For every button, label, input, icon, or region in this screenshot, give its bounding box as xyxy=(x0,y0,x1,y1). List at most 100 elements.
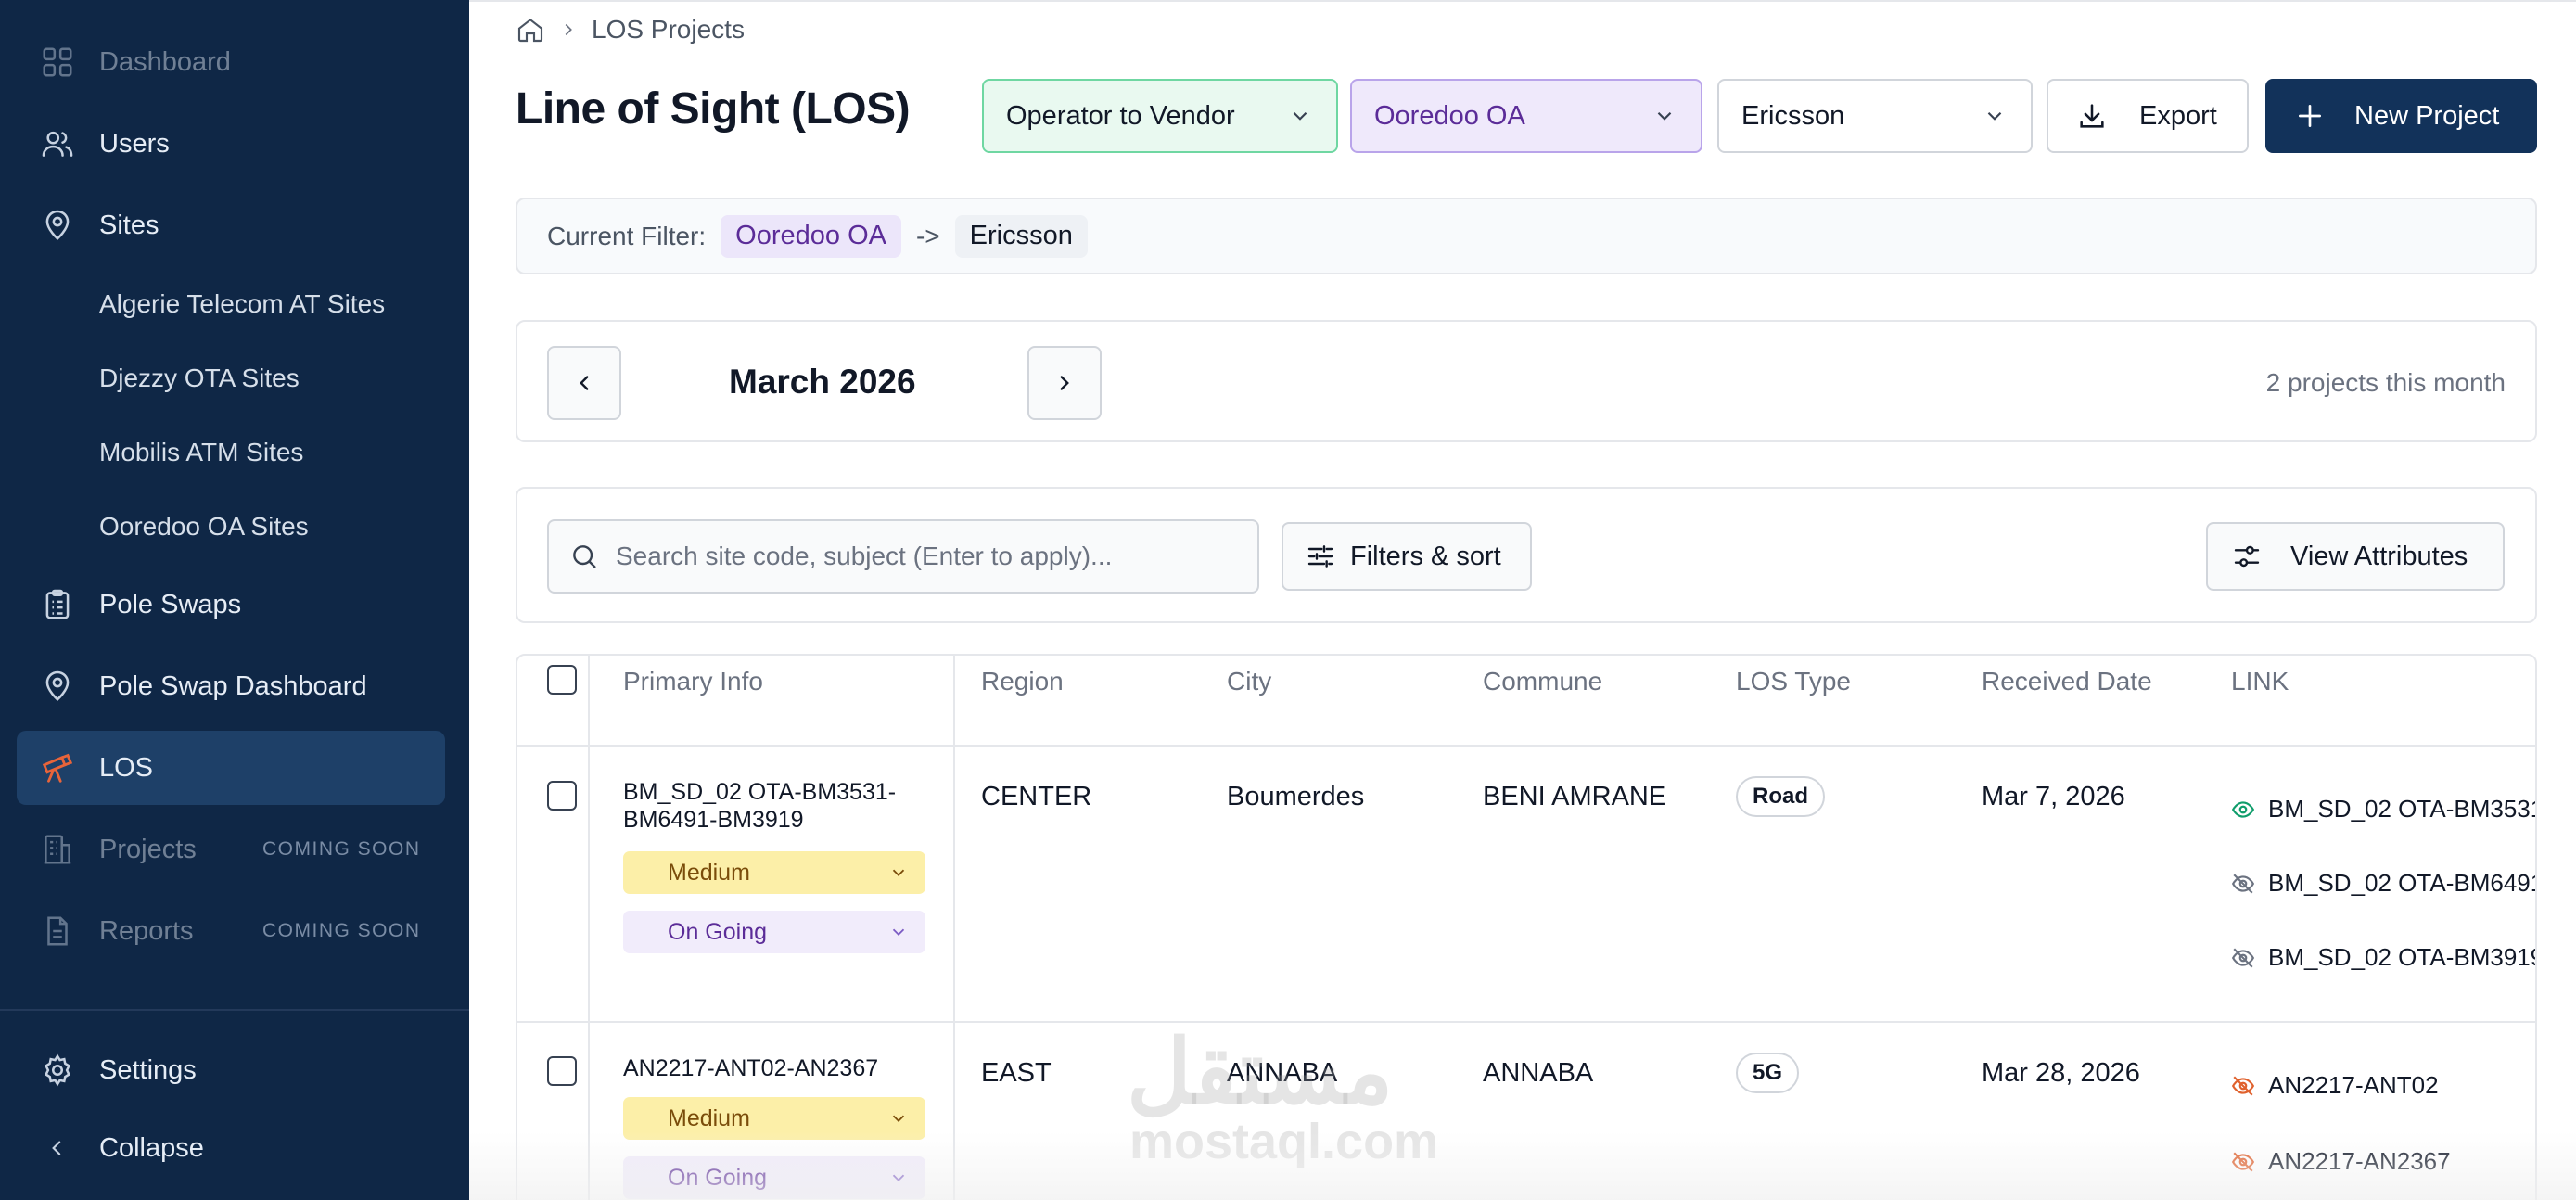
new-project-button[interactable]: New Project xyxy=(2265,79,2537,153)
sidebar-item-projects[interactable]: Projects xyxy=(17,812,445,887)
home-icon[interactable] xyxy=(516,15,545,45)
chevron-down-icon xyxy=(892,1115,905,1123)
sidebar-item-label: Dashboard xyxy=(99,46,231,77)
link-item[interactable]: BM_SD_02 OTA-BM3531 xyxy=(2231,795,2537,823)
chevron-down-icon xyxy=(892,869,905,877)
status-value: On Going xyxy=(668,1164,768,1191)
column-header-received-date[interactable]: Received Date xyxy=(1982,667,2152,696)
priority-value: Medium xyxy=(668,859,750,886)
column-header-city[interactable]: City xyxy=(1227,667,1272,696)
gear-icon xyxy=(39,1052,76,1089)
link-item[interactable]: BM_SD_02 OTA-BM6491 xyxy=(2231,869,2535,898)
previous-month-button[interactable] xyxy=(547,346,621,420)
page-title: Line of Sight (LOS) xyxy=(516,84,911,134)
eye-off-icon xyxy=(2231,1075,2255,1096)
breadcrumb: LOS Projects xyxy=(516,15,745,45)
sidebar-item-settings[interactable]: Settings xyxy=(17,1033,445,1107)
sidebar-item-los[interactable]: LOS xyxy=(17,731,445,805)
vendor-select-value: Ericsson xyxy=(1741,100,1845,131)
priority-select[interactable]: Medium xyxy=(623,1097,925,1140)
commune-cell: ANNABA xyxy=(1483,1058,1594,1088)
search-input[interactable] xyxy=(616,529,1246,584)
link-item[interactable]: BM_SD_02 OTA-BM3919 xyxy=(2231,943,2537,972)
search-box[interactable] xyxy=(547,519,1259,594)
region-cell: CENTER xyxy=(981,782,1092,811)
los-type-badge: Road xyxy=(1736,776,1825,817)
column-header-region[interactable]: Region xyxy=(981,667,1064,696)
chevron-left-icon xyxy=(580,376,589,390)
sidebar-item-label: Projects xyxy=(99,834,197,864)
grid-icon xyxy=(39,44,76,81)
link-text: AN2217-AN2367 xyxy=(2268,1147,2451,1175)
filters-sort-label: Filters & sort xyxy=(1350,541,1501,571)
sidebar-divider xyxy=(0,1009,469,1011)
users-icon xyxy=(39,125,76,162)
direction-select[interactable]: Operator to Vendor xyxy=(982,79,1338,153)
city-cell: ANNABA xyxy=(1227,1058,1338,1088)
chevron-right-icon xyxy=(565,23,572,36)
chevron-down-icon xyxy=(1987,111,2002,121)
sidebar-item-label: Pole Swaps xyxy=(99,589,242,619)
column-header-primary-info[interactable]: Primary Info xyxy=(623,667,763,696)
map-pin-icon xyxy=(39,668,76,705)
filter-chip-vendor: Ericsson xyxy=(954,214,1088,258)
search-icon xyxy=(573,545,596,568)
export-label: Export xyxy=(2139,100,2217,131)
main-content: LOS Projects Line of Sight (LOS) Operato… xyxy=(469,0,2576,1200)
priority-select[interactable]: Medium xyxy=(623,851,925,894)
eye-off-icon xyxy=(2231,947,2255,968)
coming-soon-badge: COMING SOON xyxy=(262,920,421,941)
received-date-cell: Mar 7, 2026 xyxy=(1982,782,2125,811)
sliders-icon xyxy=(1307,545,1333,568)
sidebar-item-dashboard[interactable]: Dashboard xyxy=(17,25,445,99)
sidebar-subitem-algerie-telecom[interactable]: Algerie Telecom AT Sites xyxy=(99,289,386,318)
filters-sort-button[interactable]: Filters & sort xyxy=(1282,522,1532,591)
collapse-button[interactable]: Collapse xyxy=(17,1111,445,1185)
sidebar-subitem-djezzy[interactable]: Djezzy OTA Sites xyxy=(99,364,300,392)
column-divider xyxy=(588,656,590,1200)
primary-info-column xyxy=(517,656,955,1200)
column-header-los-type[interactable]: LOS Type xyxy=(1736,667,1852,696)
select-all-checkbox[interactable] xyxy=(547,665,577,695)
operator-select-value: Ooredoo OA xyxy=(1374,100,1525,131)
header-divider xyxy=(517,745,2535,747)
projects-count: 2 projects this month xyxy=(2265,368,2506,397)
document-icon xyxy=(39,913,76,950)
link-item[interactable]: AN2217-ANT02 xyxy=(2231,1071,2439,1100)
link-item[interactable]: AN2217-AN2367 xyxy=(2231,1147,2451,1176)
sidebar-item-pole-swap-dashboard[interactable]: Pole Swap Dashboard xyxy=(17,649,445,723)
chevron-down-icon xyxy=(1657,111,1672,121)
row-checkbox[interactable] xyxy=(547,1056,577,1086)
collapse-label: Collapse xyxy=(99,1132,204,1163)
new-project-label: New Project xyxy=(2354,100,2500,131)
vendor-select[interactable]: Ericsson xyxy=(1717,79,2033,153)
next-month-button[interactable] xyxy=(1027,346,1102,420)
sidebar-item-pole-swaps[interactable]: Pole Swaps xyxy=(17,568,445,642)
column-header-link[interactable]: LINK xyxy=(2231,667,2289,696)
sidebar-item-reports[interactable]: Reports xyxy=(17,894,445,968)
clipboard-icon xyxy=(39,586,76,623)
link-text: BM_SD_02 OTA-BM3919 xyxy=(2268,943,2537,971)
status-select[interactable]: On Going xyxy=(623,911,925,953)
export-button[interactable]: Export xyxy=(2047,79,2249,153)
breadcrumb-current: LOS Projects xyxy=(592,15,745,44)
column-header-commune[interactable]: Commune xyxy=(1483,667,1603,696)
commune-cell: BENI AMRANE xyxy=(1483,782,1667,811)
status-select[interactable]: On Going xyxy=(623,1156,925,1199)
sidebar-item-sites[interactable]: Sites xyxy=(17,188,445,262)
settings-sliders-icon xyxy=(2234,545,2260,568)
map-pin-icon xyxy=(39,207,76,244)
sidebar-subitem-mobilis[interactable]: Mobilis ATM Sites xyxy=(99,438,304,466)
direction-select-value: Operator to Vendor xyxy=(1006,100,1235,131)
city-cell: Boumerdes xyxy=(1227,782,1365,811)
sidebar-item-label: Users xyxy=(99,128,170,159)
link-text: BM_SD_02 OTA-BM3531 xyxy=(2268,795,2537,823)
row-checkbox[interactable] xyxy=(547,781,577,811)
sidebar-subitem-ooredoo[interactable]: Ooredoo OA Sites xyxy=(99,512,309,541)
current-filter-label: Current Filter: xyxy=(547,221,707,250)
sidebar-item-users[interactable]: Users xyxy=(17,107,445,181)
eye-off-icon xyxy=(2231,1151,2255,1172)
projects-table: Primary Info Region City Commune LOS Typ… xyxy=(516,654,2537,1200)
view-attributes-button[interactable]: View Attributes xyxy=(2206,522,2505,591)
operator-select[interactable]: Ooredoo OA xyxy=(1350,79,1702,153)
